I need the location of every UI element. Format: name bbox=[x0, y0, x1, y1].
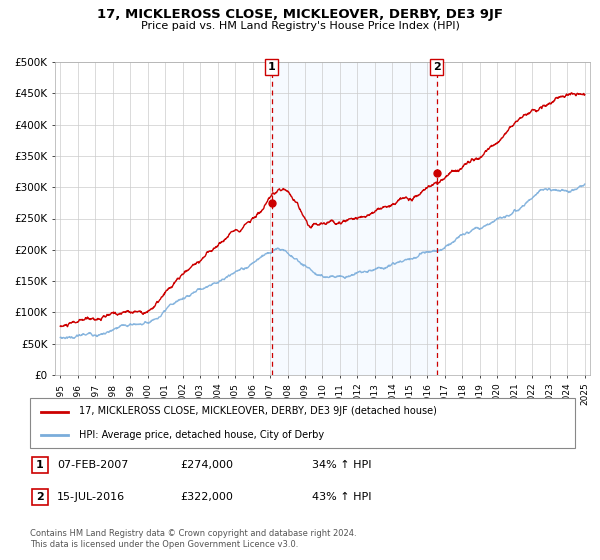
Text: 17, MICKLEROSS CLOSE, MICKLEOVER, DERBY, DE3 9JF (detached house): 17, MICKLEROSS CLOSE, MICKLEOVER, DERBY,… bbox=[79, 407, 437, 417]
Text: 17, MICKLEROSS CLOSE, MICKLEOVER, DERBY, DE3 9JF: 17, MICKLEROSS CLOSE, MICKLEOVER, DERBY,… bbox=[97, 8, 503, 21]
Text: 2: 2 bbox=[433, 62, 441, 72]
Text: 1: 1 bbox=[36, 460, 44, 470]
Text: HPI: Average price, detached house, City of Derby: HPI: Average price, detached house, City… bbox=[79, 430, 324, 440]
Text: 43% ↑ HPI: 43% ↑ HPI bbox=[311, 492, 371, 502]
Text: £322,000: £322,000 bbox=[180, 492, 233, 502]
Text: Price paid vs. HM Land Registry's House Price Index (HPI): Price paid vs. HM Land Registry's House … bbox=[140, 21, 460, 31]
FancyBboxPatch shape bbox=[30, 398, 575, 448]
Text: 1: 1 bbox=[268, 62, 275, 72]
Text: £274,000: £274,000 bbox=[180, 460, 233, 470]
FancyBboxPatch shape bbox=[32, 489, 48, 505]
Text: 34% ↑ HPI: 34% ↑ HPI bbox=[311, 460, 371, 470]
FancyBboxPatch shape bbox=[32, 457, 48, 473]
Text: 15-JUL-2016: 15-JUL-2016 bbox=[57, 492, 125, 502]
Text: Contains HM Land Registry data © Crown copyright and database right 2024.
This d: Contains HM Land Registry data © Crown c… bbox=[30, 529, 356, 549]
Text: 07-FEB-2007: 07-FEB-2007 bbox=[57, 460, 128, 470]
Text: 2: 2 bbox=[36, 492, 44, 502]
Bar bbox=[272, 62, 437, 375]
